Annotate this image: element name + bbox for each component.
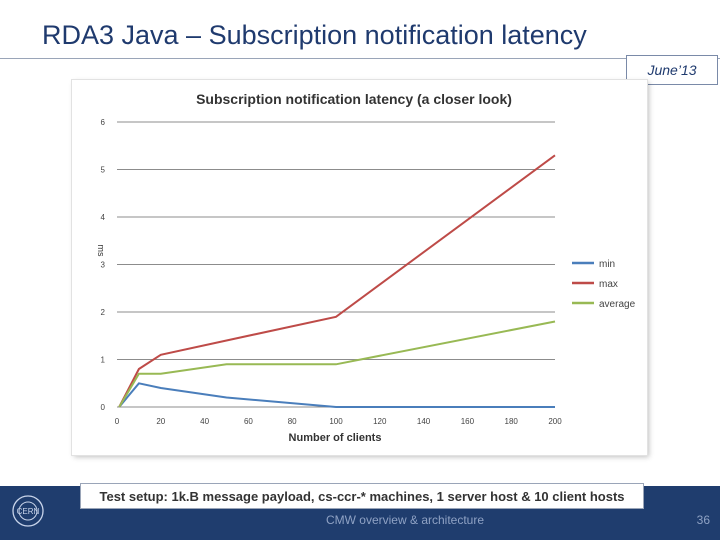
- cern-logo-icon: CERN: [12, 495, 44, 527]
- y-tick-label: 0: [101, 403, 106, 412]
- slide-title: RDA3 Java – Subscription notification la…: [42, 20, 587, 50]
- y-axis-title: ms: [96, 245, 106, 257]
- footer-presentation-title: CMW overview & architecture: [325, 513, 485, 527]
- x-tick-label: 160: [461, 417, 475, 426]
- x-tick-label: 60: [244, 417, 253, 426]
- x-tick-label: 100: [329, 417, 343, 426]
- x-tick-label: 40: [200, 417, 209, 426]
- y-tick-label: 4: [101, 213, 106, 222]
- x-tick-label: 0: [115, 417, 120, 426]
- x-tick-label: 200: [548, 417, 562, 426]
- page-number: 36: [696, 513, 710, 527]
- y-tick-label: 3: [101, 261, 106, 270]
- legend: min max average: [572, 259, 636, 310]
- y-tick-label: 6: [101, 118, 106, 127]
- y-tick-label: 1: [101, 356, 106, 365]
- title-divider: [0, 58, 720, 59]
- grid-lines: [117, 121, 555, 408]
- x-tick-label: 80: [288, 417, 297, 426]
- svg-text:CERN: CERN: [17, 507, 40, 516]
- chart-frame: 0 1 2 3 4 5 6 0 20 40 60 80 100 120 140 160 180 200 ms min…: [72, 80, 647, 455]
- y-tick-label: 2: [101, 308, 106, 317]
- series-lines: [118, 154, 556, 408]
- test-setup-note: Test setup: 1k.B message payload, cs-ccr…: [80, 483, 644, 509]
- x-tick-label: 140: [417, 417, 431, 426]
- legend-label: min: [599, 259, 615, 270]
- series-line-min: [118, 382, 555, 408]
- legend-label: average: [599, 299, 636, 310]
- series-line-max: [118, 154, 556, 408]
- x-axis-title: Number of clients: [289, 432, 382, 444]
- series-line-average: [118, 320, 556, 408]
- x-tick-label: 180: [505, 417, 519, 426]
- chart-title: Subscription notification latency (a clo…: [196, 91, 512, 107]
- y-tick-label: 5: [101, 166, 106, 175]
- x-tick-label: 120: [373, 417, 387, 426]
- legend-label: max: [599, 279, 618, 290]
- x-tick-label: 20: [156, 417, 165, 426]
